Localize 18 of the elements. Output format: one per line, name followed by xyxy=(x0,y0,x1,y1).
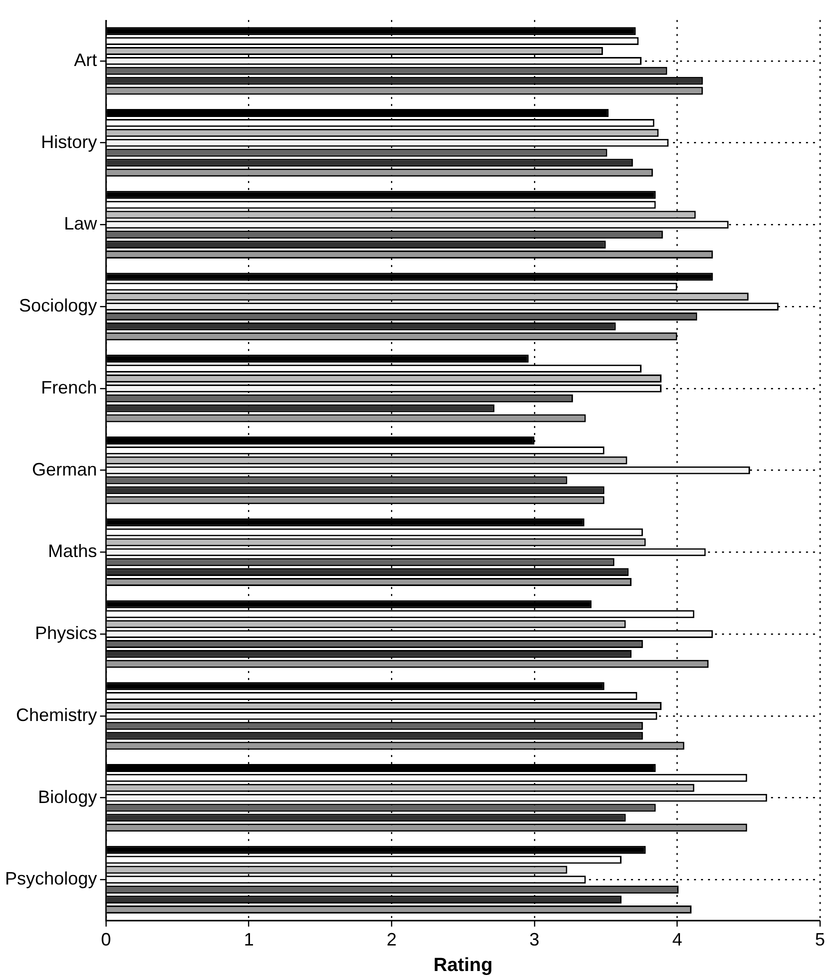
y-tick-label: Sociology xyxy=(19,296,98,316)
x-tick-label: 5 xyxy=(814,929,826,950)
x-tick-label: 3 xyxy=(529,929,540,950)
y-tick-label: Physics xyxy=(35,623,98,644)
x-tick-label: 2 xyxy=(386,929,397,950)
y-tick-label: Psychology xyxy=(4,868,98,889)
y-tick-label: History xyxy=(41,132,98,152)
x-tick-label: 4 xyxy=(672,929,682,950)
y-tick-label: German xyxy=(32,459,98,480)
y-tick-label: Art xyxy=(74,50,98,70)
y-tick-label: Maths xyxy=(48,541,98,562)
x-tick-label: 1 xyxy=(244,929,254,950)
y-tick-label: French xyxy=(41,377,98,398)
x-axis-title: Rating xyxy=(433,954,493,976)
x-tick-label: 0 xyxy=(101,929,112,950)
y-tick-label: Chemistry xyxy=(16,704,98,725)
y-tick-label: Law xyxy=(64,214,98,234)
y-tick-label: Biology xyxy=(38,786,98,807)
